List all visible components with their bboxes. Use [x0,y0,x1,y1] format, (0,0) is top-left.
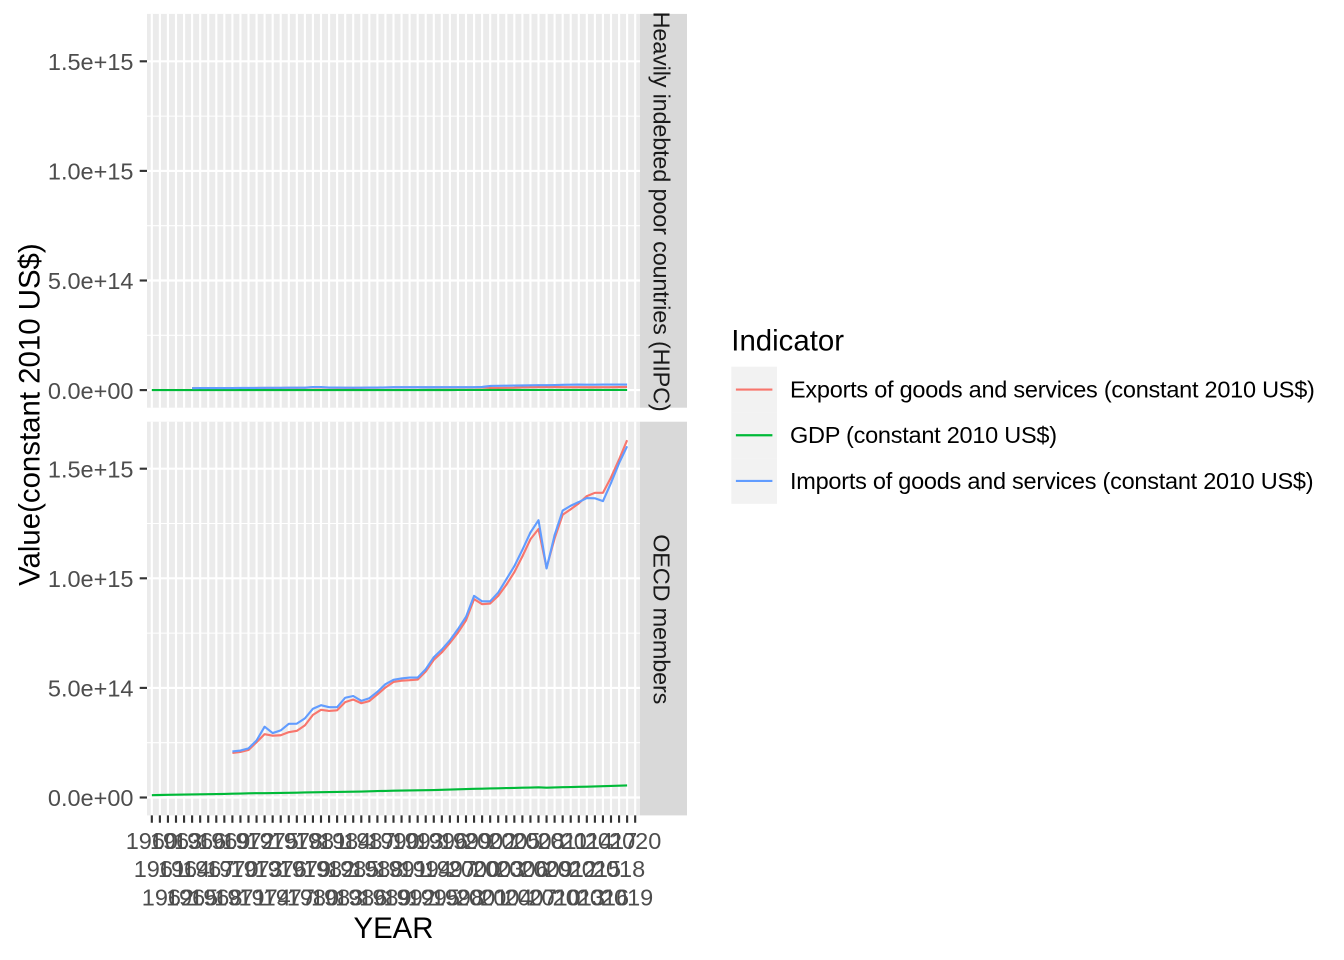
svg-text:1997: 1997 [424,856,476,882]
svg-text:1998: 1998 [432,884,484,910]
svg-text:1980: 1980 [287,884,339,910]
svg-text:1996: 1996 [416,828,468,854]
svg-text:2011: 2011 [537,828,588,854]
svg-text:Heavily indebted poor countrie: Heavily indebted poor countries (HIPC) [649,12,675,412]
svg-text:1967: 1967 [182,856,234,882]
svg-text:1983: 1983 [311,884,363,910]
svg-text:2019: 2019 [601,884,653,910]
svg-text:2008: 2008 [512,828,564,854]
svg-text:2014: 2014 [561,828,613,854]
svg-text:1981: 1981 [295,828,347,854]
svg-text:GDP (constant 2010 US$): GDP (constant 2010 US$) [790,422,1057,448]
svg-text:5.0e+14: 5.0e+14 [48,676,134,702]
svg-text:1988: 1988 [351,856,403,882]
svg-text:2003: 2003 [472,856,524,882]
svg-text:2020: 2020 [609,828,661,854]
svg-text:1971: 1971 [214,884,266,910]
svg-text:1.0e+15: 1.0e+15 [48,159,134,185]
svg-text:2005: 2005 [488,828,540,854]
svg-text:2001: 2001 [456,884,508,910]
svg-text:2002: 2002 [464,828,516,854]
svg-text:1985: 1985 [327,856,379,882]
svg-text:2000: 2000 [448,856,500,882]
svg-text:1991: 1991 [375,856,427,882]
svg-text:1968: 1968 [190,884,242,910]
svg-text:2013: 2013 [553,884,605,910]
svg-text:1993: 1993 [392,828,444,854]
svg-text:1963: 1963 [150,828,202,854]
svg-text:OECD members: OECD members [649,534,675,704]
svg-text:2016: 2016 [577,884,629,910]
svg-text:2009: 2009 [520,856,572,882]
svg-text:Imports of goods and services: Imports of goods and services (constant … [790,468,1313,494]
svg-text:1977: 1977 [263,884,315,910]
svg-text:1962: 1962 [142,884,194,910]
svg-text:1979: 1979 [279,856,331,882]
svg-text:0.0e+00: 0.0e+00 [48,378,134,404]
svg-text:2010: 2010 [528,884,580,910]
svg-text:2004: 2004 [480,884,532,910]
svg-text:1970: 1970 [206,856,258,882]
svg-text:1992: 1992 [383,884,435,910]
svg-text:1975: 1975 [247,828,299,854]
svg-text:1999: 1999 [440,828,492,854]
svg-text:1961: 1961 [134,856,186,882]
svg-text:1990: 1990 [367,828,419,854]
svg-text:1976: 1976 [255,856,307,882]
svg-text:1965: 1965 [166,884,218,910]
svg-text:2006: 2006 [496,856,548,882]
svg-text:5.0e+14: 5.0e+14 [48,268,134,294]
svg-text:2015: 2015 [569,856,621,882]
svg-text:1995: 1995 [408,884,460,910]
svg-text:1972: 1972 [222,828,274,854]
svg-text:1987: 1987 [343,828,395,854]
svg-text:1994: 1994 [400,856,452,882]
svg-text:1973: 1973 [230,856,282,882]
svg-text:1.0e+15: 1.0e+15 [48,566,134,592]
svg-text:0.0e+00: 0.0e+00 [48,785,134,811]
svg-text:2012: 2012 [545,856,597,882]
svg-text:YEAR: YEAR [353,912,433,945]
svg-text:1974: 1974 [238,884,290,910]
svg-text:1960: 1960 [126,828,178,854]
svg-text:2007: 2007 [504,884,556,910]
svg-text:1978: 1978 [271,828,323,854]
svg-text:1.5e+15: 1.5e+15 [48,456,134,482]
svg-text:1969: 1969 [198,828,250,854]
svg-text:Exports of goods and services: Exports of goods and services (constant … [790,377,1315,403]
svg-text:1982: 1982 [303,856,355,882]
svg-text:Indicator: Indicator [731,324,844,357]
svg-text:1986: 1986 [335,884,387,910]
svg-text:1.5e+15: 1.5e+15 [48,49,134,75]
svg-text:2017: 2017 [585,828,637,854]
svg-text:1966: 1966 [174,828,226,854]
svg-text:1964: 1964 [158,856,210,882]
svg-text:Value(constant 2010 US$): Value(constant 2010 US$) [13,243,46,586]
svg-text:1989: 1989 [359,884,411,910]
svg-text:1984: 1984 [319,828,371,854]
svg-text:2018: 2018 [593,856,645,882]
